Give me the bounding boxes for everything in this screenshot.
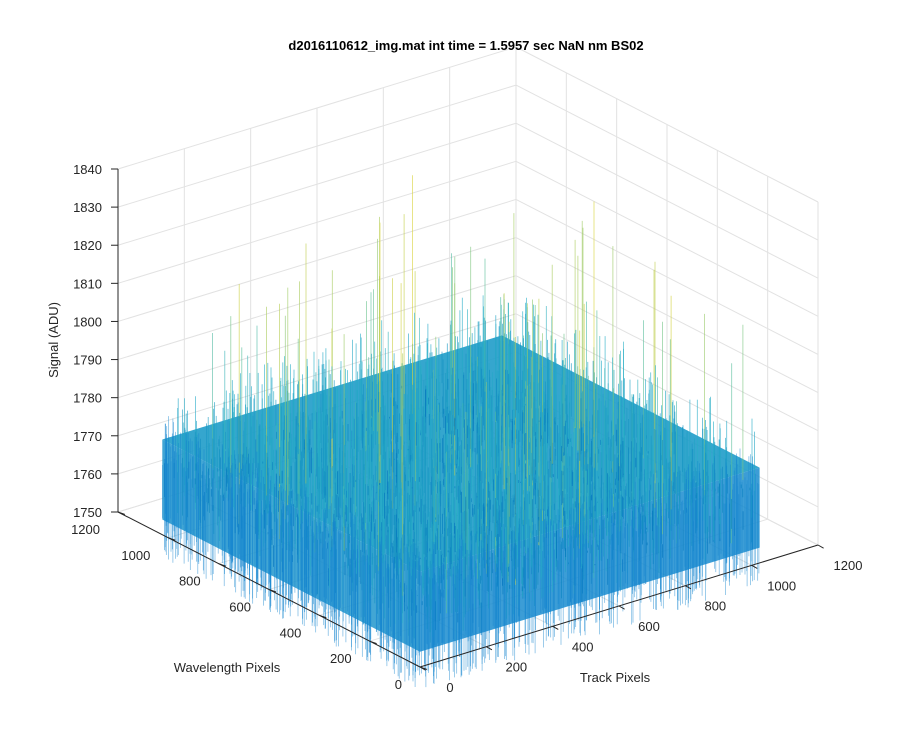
x-tick-label: 1000 xyxy=(767,578,796,593)
x-tick-label: 1200 xyxy=(834,558,863,573)
z-tick-label: 1840 xyxy=(73,162,102,177)
x-tick xyxy=(486,646,493,651)
z-axis-label: Signal (ADU) xyxy=(46,302,61,378)
x-tick-label: 0 xyxy=(446,680,453,695)
x-axis-label: Track Pixels xyxy=(580,670,651,685)
y-tick xyxy=(268,589,277,593)
chart-title: d2016110612_img.mat int time = 1.5957 se… xyxy=(288,38,643,53)
y-tick-label: 800 xyxy=(179,574,201,589)
y-tick xyxy=(319,614,327,619)
x-tick xyxy=(685,585,692,590)
y-tick-label: 600 xyxy=(229,600,251,615)
x-tick xyxy=(751,564,758,569)
y-tick xyxy=(218,563,226,567)
x-tick-label: 400 xyxy=(572,639,594,654)
y-tick-label: 400 xyxy=(280,625,302,640)
z-tick-label: 1790 xyxy=(73,353,102,368)
y-tick-label: 0 xyxy=(395,677,402,692)
x-tick xyxy=(817,544,824,549)
y-tick-label: 1200 xyxy=(71,522,100,537)
y-tick xyxy=(369,640,377,645)
y-tick xyxy=(419,666,428,670)
z-tick-label: 1780 xyxy=(73,391,102,406)
y-tick xyxy=(117,511,126,515)
x-tick-label: 200 xyxy=(505,660,527,675)
x-tick-label: 800 xyxy=(704,599,726,614)
x-tick xyxy=(552,625,559,630)
z-tick-label: 1830 xyxy=(73,200,102,215)
axes xyxy=(111,168,824,671)
z-tick-label: 1770 xyxy=(73,429,102,444)
y-tick xyxy=(168,537,176,541)
z-tick-label: 1760 xyxy=(73,467,102,482)
y-tick-label: 200 xyxy=(330,651,352,666)
x-tick xyxy=(618,605,625,610)
x-tick-label: 600 xyxy=(638,619,660,634)
tick-labels: 0 200 400 600 800 1000 1200 0 200 400 600 800 1000 12… xyxy=(71,162,862,695)
z-tick-label: 1800 xyxy=(73,314,102,329)
y-axis-label: Wavelength Pixels xyxy=(174,660,281,675)
z-tick-label: 1750 xyxy=(73,505,102,520)
surface xyxy=(162,175,760,688)
y-tick-label: 1000 xyxy=(121,548,150,563)
z-tick-label: 1810 xyxy=(73,276,102,291)
z-tick-label: 1820 xyxy=(73,238,102,253)
